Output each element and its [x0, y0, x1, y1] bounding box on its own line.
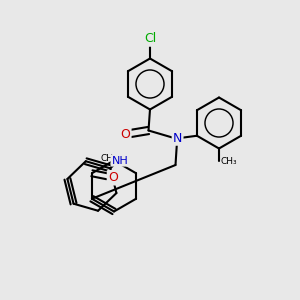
Text: CH₃: CH₃: [220, 157, 237, 166]
Text: Cl: Cl: [144, 32, 156, 46]
Text: O: O: [108, 171, 118, 184]
Text: NH: NH: [112, 155, 128, 166]
Text: CH₃: CH₃: [101, 154, 117, 163]
Text: O: O: [121, 128, 130, 142]
Text: N: N: [173, 131, 182, 145]
